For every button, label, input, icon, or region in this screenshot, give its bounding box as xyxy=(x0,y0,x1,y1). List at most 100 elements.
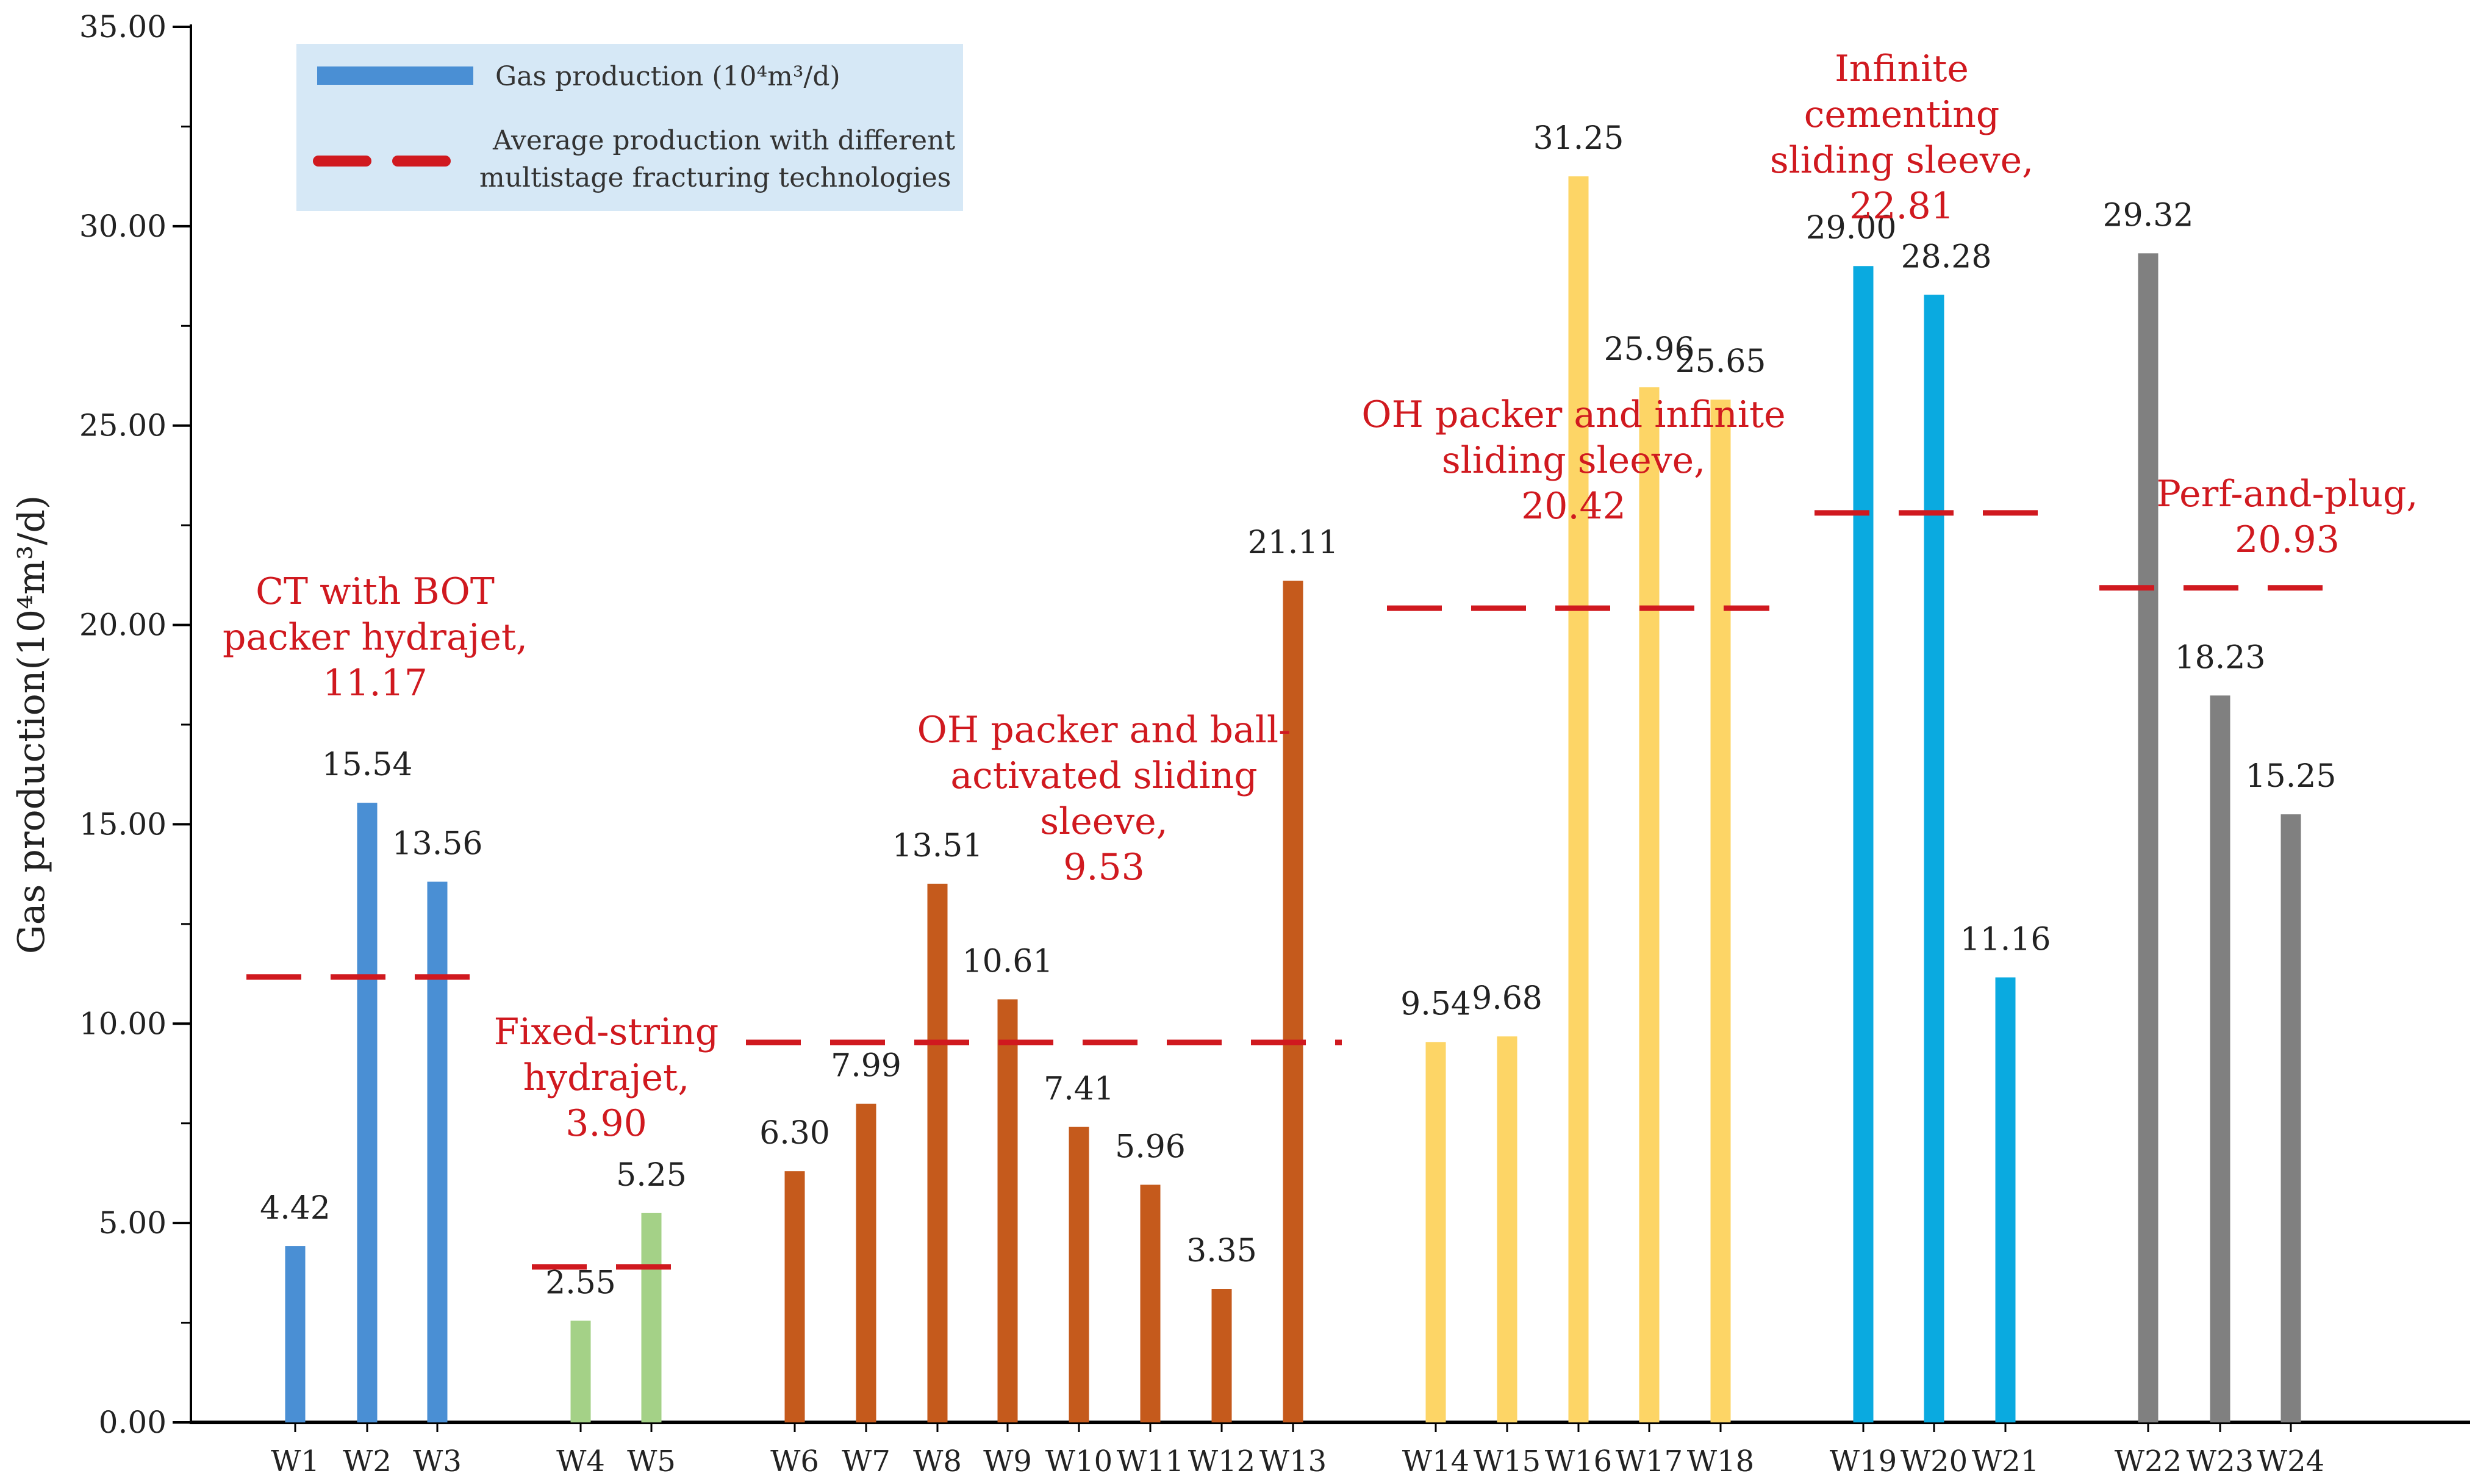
value-label-w10: 7.41 xyxy=(1044,1071,1114,1108)
bar-w12 xyxy=(1211,1289,1232,1422)
value-label-w12: 3.35 xyxy=(1186,1233,1257,1269)
x-tick-label-w3: W3 xyxy=(413,1444,462,1479)
x-tick-label-w23: W23 xyxy=(2187,1444,2254,1479)
x-tick-label-w11: W11 xyxy=(1117,1444,1184,1479)
group-label-2-line-1: Fixed-string xyxy=(494,1011,719,1053)
value-label-w5: 5.25 xyxy=(616,1157,687,1194)
x-tick-label-w17: W17 xyxy=(1616,1444,1683,1479)
bar-w8 xyxy=(927,883,948,1422)
bar-w22 xyxy=(2138,253,2159,1423)
group-label-4-line-1: OH packer and infinite xyxy=(1361,393,1785,436)
group-label-3-line-1: OH packer and ball- xyxy=(917,709,1291,751)
x-tick-label-w14: W14 xyxy=(1402,1444,1469,1479)
value-label-w8: 13.51 xyxy=(892,828,983,864)
x-tick-label-w15: W15 xyxy=(1474,1444,1541,1479)
y-tick-label: 30.00 xyxy=(79,209,167,244)
bar-w4 xyxy=(570,1321,591,1422)
group-label-1-line-3: 11.17 xyxy=(323,662,428,704)
bar-w19 xyxy=(1853,266,1874,1423)
value-label-w2: 15.54 xyxy=(322,747,413,783)
bar-w17 xyxy=(1639,387,1660,1422)
average-lines xyxy=(246,510,2340,1270)
bar-w15 xyxy=(1497,1036,1517,1422)
bar-w18 xyxy=(1710,400,1731,1422)
value-label-w21: 11.16 xyxy=(1960,921,2051,958)
x-tick-label-w10: W10 xyxy=(1045,1444,1112,1479)
x-tick-label-w8: W8 xyxy=(913,1444,962,1479)
value-labels: 4.42 15.54 13.56 2.55 5.25 6.307.99 13.51 10.61… xyxy=(260,120,2336,1301)
legend: Gas production (10⁴m³/d) Average producti… xyxy=(296,44,963,211)
x-tick-label-w21: W21 xyxy=(1972,1444,2039,1479)
group-label-3-line-2: activated sliding xyxy=(950,755,1257,797)
bar-w16 xyxy=(1568,176,1589,1423)
group-label-4-line-3: 20.42 xyxy=(1521,485,1626,528)
bar-w10 xyxy=(1069,1127,1089,1422)
bar-w20 xyxy=(1924,295,1944,1422)
group-label-2-line-3: 3.90 xyxy=(565,1102,647,1145)
x-tick-label-w5: W5 xyxy=(627,1444,676,1479)
value-label-w11: 5.96 xyxy=(1115,1128,1186,1165)
group-label-5-line-4: 22.81 xyxy=(1849,185,1954,228)
x-tick-label-w7: W7 xyxy=(842,1444,890,1479)
bar-w7 xyxy=(856,1103,876,1422)
y-tick-label: 5.00 xyxy=(99,1205,167,1241)
x-tick-label-w6: W6 xyxy=(770,1444,819,1479)
group-label-3-line-3: sleeve, xyxy=(1040,800,1167,843)
group-label-1-line-2: packer hydrajet, xyxy=(223,616,528,659)
axes: 0.00 5.00 10.00 15.00 20.00 25.00 30.00 35.00 Ga… xyxy=(10,9,2470,1479)
x-tick-label-w24: W24 xyxy=(2257,1444,2324,1479)
group-label-6-line-1: Perf-and-plug, xyxy=(2156,473,2418,515)
legend-bar-swatch xyxy=(317,66,473,85)
x-tick-label-w19: W19 xyxy=(1830,1444,1897,1479)
x-tick-label-w13: W13 xyxy=(1259,1444,1327,1479)
value-label-w24: 15.25 xyxy=(2246,758,2337,795)
group-label-5-line-3: sliding sleeve, xyxy=(1770,139,2033,182)
x-tick-label-w4: W4 xyxy=(556,1444,605,1479)
value-label-w18: 25.65 xyxy=(1675,343,1766,380)
x-tick-label-w2: W2 xyxy=(343,1444,392,1479)
y-tick-label: 15.00 xyxy=(79,806,167,842)
x-tick-label-w12: W12 xyxy=(1188,1444,1255,1479)
value-label-w22: 29.32 xyxy=(2103,197,2194,234)
bars xyxy=(285,176,2301,1423)
bar-w5 xyxy=(641,1213,662,1422)
bar-w9 xyxy=(997,999,1018,1422)
value-label-w23: 18.23 xyxy=(2175,639,2266,676)
y-axis-title: Gas production(10⁴m³/d) xyxy=(10,495,53,954)
x-tick-label-w1: W1 xyxy=(271,1444,320,1479)
group-label-3-line-4: 9.53 xyxy=(1063,846,1145,889)
bar-w2 xyxy=(357,803,378,1422)
value-label-w16: 31.25 xyxy=(1533,120,1624,157)
value-label-w15: 9.68 xyxy=(1472,980,1542,1017)
value-label-w19: 29.00 xyxy=(1806,210,1897,246)
value-label-w1: 4.42 xyxy=(260,1190,331,1227)
bar-w21 xyxy=(1995,977,2016,1422)
x-tick-label-w16: W16 xyxy=(1545,1444,1612,1479)
bar-w14 xyxy=(1425,1042,1446,1422)
value-label-w17: 25.96 xyxy=(1604,331,1695,368)
y-tick-label: 0.00 xyxy=(99,1405,167,1440)
value-label-w9: 10.61 xyxy=(962,943,1053,980)
value-label-w20: 28.28 xyxy=(1901,238,1992,275)
group-label-5-line-2: cementing xyxy=(1804,93,2000,136)
y-tick-label: 20.00 xyxy=(79,608,167,643)
bar-w11 xyxy=(1140,1185,1161,1422)
y-tick-label: 35.00 xyxy=(79,9,167,45)
bar-w6 xyxy=(784,1171,805,1422)
x-tick-label-w18: W18 xyxy=(1687,1444,1754,1479)
legend-label-gas-production: Gas production (10⁴m³/d) xyxy=(495,61,840,92)
legend-label-average-line-1: Average production with different xyxy=(492,125,955,156)
y-tick-label: 10.00 xyxy=(79,1006,167,1041)
bar-w3 xyxy=(427,881,448,1422)
group-label-2-line-2: hydrajet, xyxy=(523,1056,690,1099)
bar-w1 xyxy=(285,1246,306,1422)
group-label-1-line-1: CT with BOT xyxy=(256,570,495,613)
value-label-w6: 6.30 xyxy=(759,1115,830,1152)
y-tick-label: 25.00 xyxy=(79,408,167,443)
group-label-6-line-2: 20.93 xyxy=(2235,518,2340,561)
bar-w24 xyxy=(2280,814,2301,1422)
value-label-w3: 13.56 xyxy=(392,826,483,862)
group-label-5-line-1: Infinite xyxy=(1835,48,1969,90)
